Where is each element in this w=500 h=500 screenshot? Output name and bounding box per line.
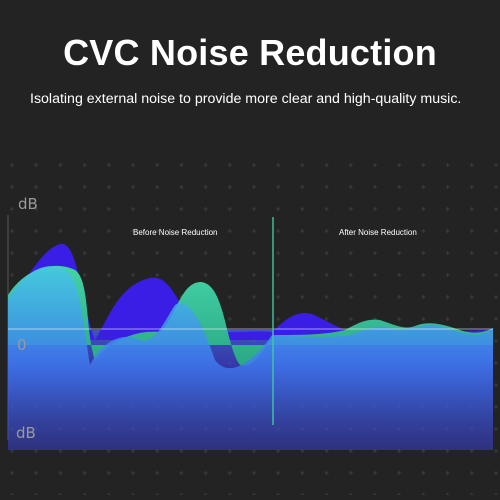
- y-axis-bottom-label: dB: [16, 424, 36, 442]
- page-subtitle: Isolating external noise to provide more…: [30, 91, 462, 107]
- blue-wave: [8, 266, 493, 450]
- page-title: CVC Noise Reduction: [63, 32, 437, 73]
- y-axis-zero-label: 0: [17, 336, 27, 354]
- purple-wave: [8, 243, 493, 340]
- after-noise-reduction-label: After Noise Reduction: [339, 228, 417, 237]
- y-axis-top-label: dB: [18, 195, 38, 213]
- before-noise-reduction-label: Before Noise Reduction: [133, 228, 218, 237]
